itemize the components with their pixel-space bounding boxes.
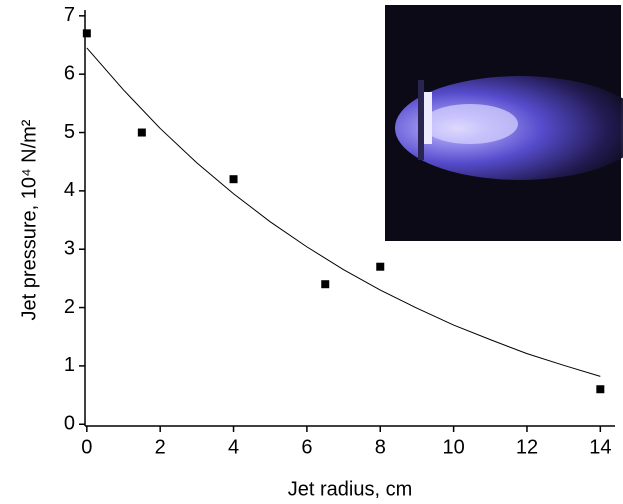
y-tick-label: 2 [64, 296, 75, 318]
y-tick-label: 5 [64, 121, 75, 143]
x-tick-label: 12 [516, 436, 538, 458]
x-tick-label: 8 [375, 436, 386, 458]
point [82, 29, 91, 38]
point [321, 280, 330, 289]
x-axis-label: Jet radius, cm [288, 478, 412, 500]
x-tick-label: 6 [301, 436, 312, 458]
y-axis-label: Jet pressure, 10⁴ N/m² [18, 119, 40, 320]
y-tick-label: 0 [64, 413, 75, 435]
x-tick-label: 0 [81, 436, 92, 458]
fit-curve [86, 47, 601, 377]
point [596, 385, 605, 394]
point [376, 262, 385, 271]
y-tick-label: 3 [64, 237, 75, 259]
x-tick-label: 2 [155, 436, 166, 458]
point [229, 175, 238, 184]
y-tick-label: 6 [64, 62, 75, 84]
y-tick-label: 7 [64, 4, 75, 26]
inset-photo [385, 5, 623, 241]
x-tick-label: 10 [442, 436, 464, 458]
y-tick-label: 1 [64, 354, 75, 376]
y-tick-label: 4 [64, 179, 75, 201]
point [137, 128, 146, 137]
x-tick-label: 14 [589, 436, 611, 458]
x-tick-label: 4 [228, 436, 239, 458]
